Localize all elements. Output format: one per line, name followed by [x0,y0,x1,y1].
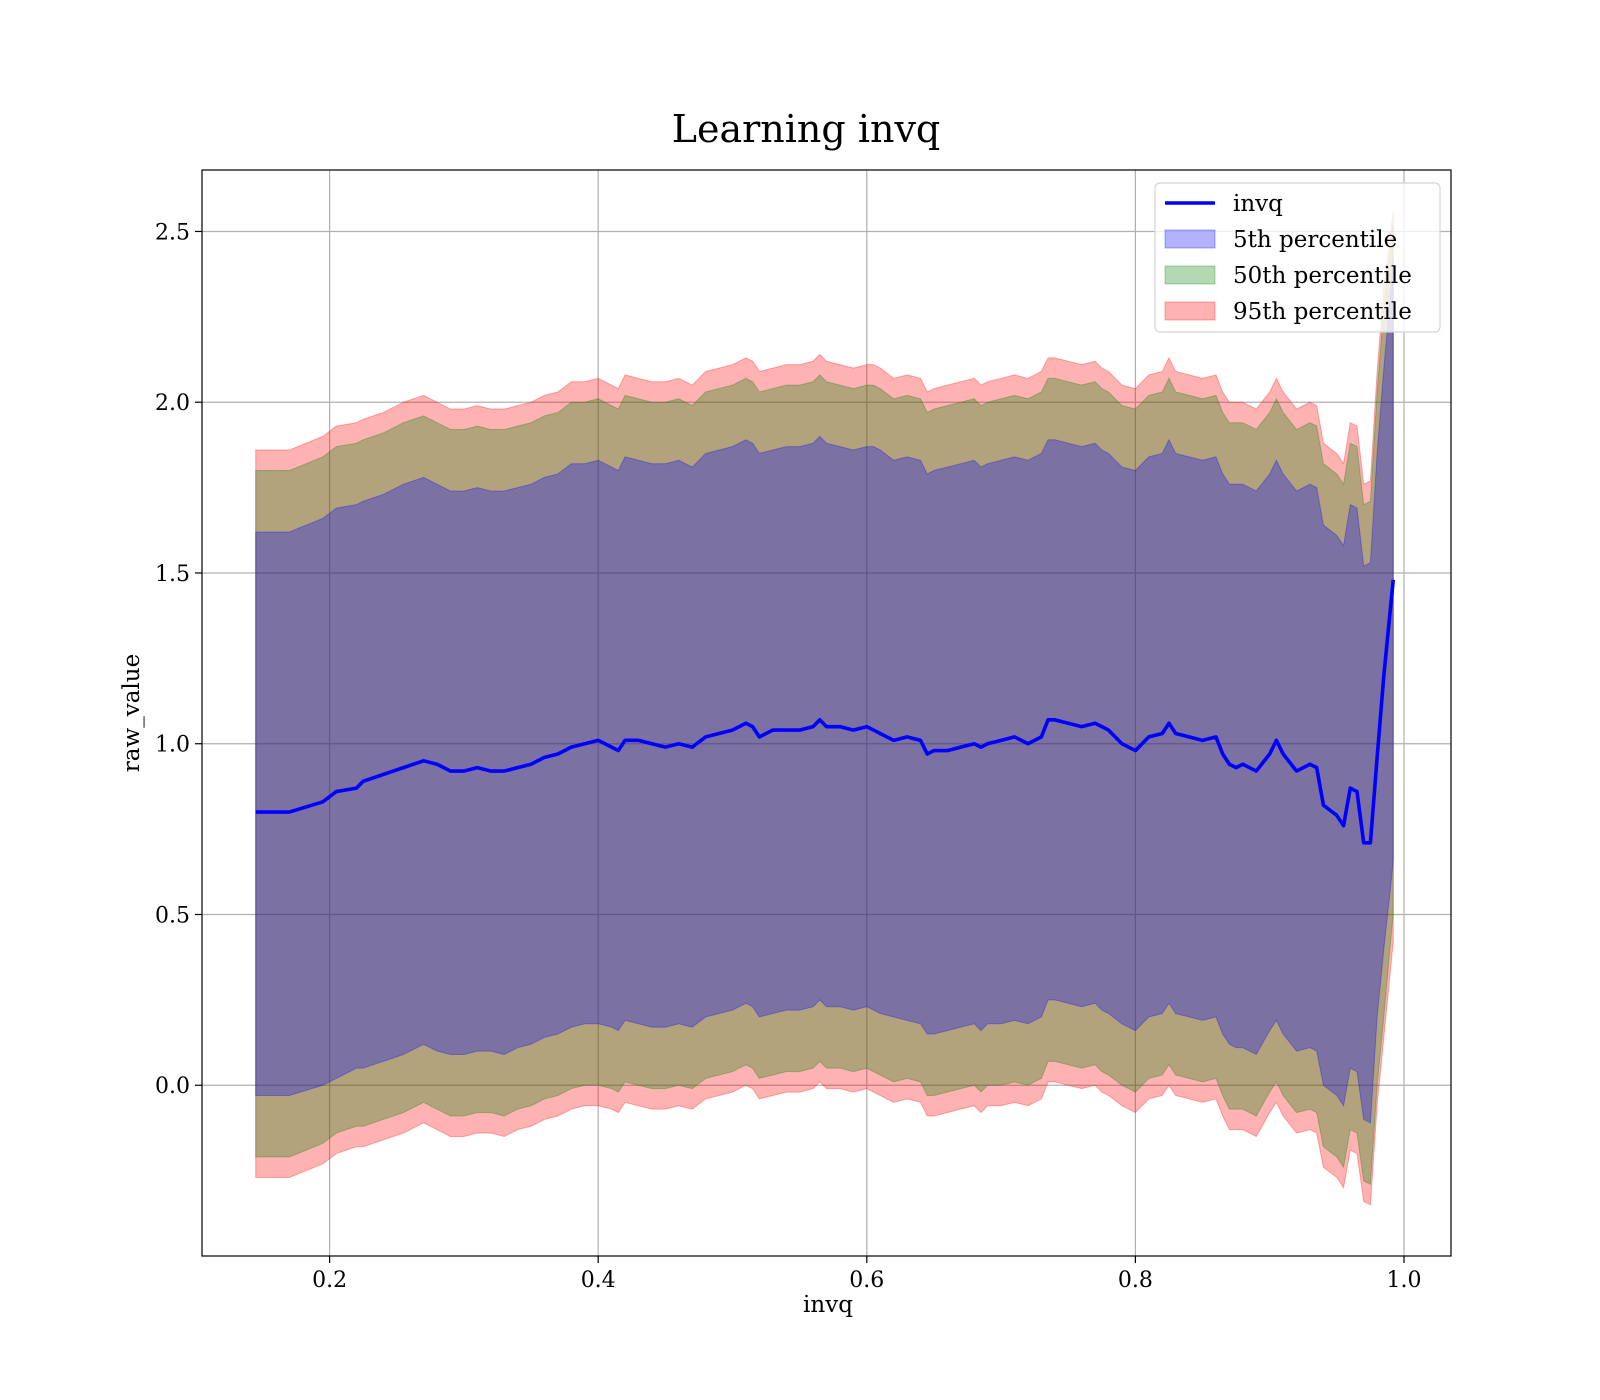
y-axis-label: raw_value [119,654,145,772]
legend-label-5th-percentile: 5th percentile [1233,227,1397,253]
legend-label-95th-percentile: 95th percentile [1233,299,1412,325]
legend-swatch-5th-percentile [1164,229,1216,249]
legend-swatch-95th-percentile [1164,301,1216,321]
band-95th-percentile [255,210,1394,1206]
y-tick-label-3: 1.5 [155,562,190,587]
x-tick-label-3: 0.8 [1118,1268,1153,1293]
y-tick-label-2: 1.0 [155,733,190,758]
axes-frame [201,169,1452,1257]
series-line-invq [255,579,1396,845]
x-axis-label: invq [803,1292,853,1318]
plot-area: 0.2 0.4 0.6 0.8 1.0 0.0 0.5 1.0 1.5 2.0 2.5 [155,169,1452,1293]
legend-label-50th-percentile: 50th percentile [1233,263,1412,289]
y-tick-label-4: 2.0 [155,391,190,416]
y-tick-label-1: 0.5 [155,903,190,928]
x-tick-label-1: 0.4 [581,1268,616,1293]
bands [255,210,1396,1206]
legend-swatch-50th-percentile [1164,265,1216,285]
x-tick-label-2: 0.6 [849,1268,884,1293]
y-tick-label-0: 0.0 [155,1074,190,1099]
chart-title: Learning invq [672,107,940,151]
x-tick-label-4: 1.0 [1386,1268,1421,1293]
legend: invq 5th percentile 50th percentile 95th pe… [1154,182,1441,333]
y-tick-label-5: 2.5 [155,220,190,245]
legend-box [1154,182,1441,333]
legend-label-invq: invq [1233,191,1283,217]
band-5th-percentile [255,258,1394,1124]
band-50th-percentile [255,224,1394,1186]
x-tick-label-0: 0.2 [312,1268,347,1293]
